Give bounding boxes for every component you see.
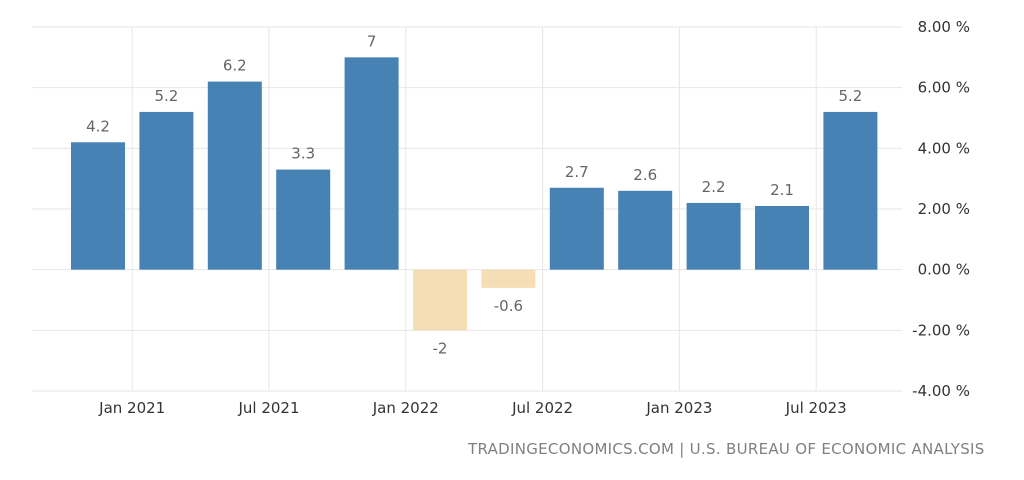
- data-label: 7: [367, 32, 377, 50]
- data-label: -2: [433, 339, 448, 357]
- data-label: 2.1: [770, 181, 794, 199]
- y-tick-label: 0.00 %: [918, 261, 970, 279]
- y-tick-label: -4.00 %: [912, 382, 970, 400]
- data-label: 5.2: [838, 87, 862, 105]
- data-label: 4.2: [86, 117, 110, 135]
- bars: [71, 57, 878, 331]
- data-label: 5.2: [154, 87, 178, 105]
- data-label: 6.2: [223, 57, 247, 75]
- bar[interactable]: [207, 81, 262, 270]
- data-label: 2.7: [565, 163, 589, 181]
- y-axis: 8.00 % 6.00 % 4.00 % 2.00 % 0.00 % -2.00 % -4.…: [912, 18, 970, 400]
- bar[interactable]: [71, 142, 125, 270]
- bar[interactable]: [549, 187, 604, 270]
- x-tick-label: Jul 2023: [785, 399, 847, 417]
- x-tick-label: Jul 2021: [237, 399, 299, 417]
- bar[interactable]: [276, 169, 331, 270]
- data-label: 2.2: [702, 178, 726, 196]
- bar[interactable]: [755, 205, 809, 270]
- y-tick-label: 4.00 %: [918, 139, 970, 157]
- y-tick-label: 8.00 %: [918, 18, 970, 36]
- data-labels: 4.2 5.2 6.2 3.3 7 -2 -0.6 2.7 2.6 2.2 2.1 5.2: [86, 32, 862, 357]
- data-label: -0.6: [494, 297, 523, 315]
- x-tick-label: Jan 2023: [645, 399, 712, 417]
- source-attribution: TRADINGECONOMICS.COM | U.S. BUREAU OF EC…: [468, 440, 985, 458]
- bar[interactable]: [344, 57, 399, 270]
- bar[interactable]: [823, 111, 878, 270]
- x-axis: Jan 2021 Jul 2021 Jan 2022 Jul 2022 Jan 2023…: [98, 399, 847, 417]
- data-label: 2.6: [633, 166, 657, 184]
- data-label: 3.3: [291, 145, 315, 163]
- bar[interactable]: [618, 190, 673, 270]
- y-tick-label: 2.00 %: [918, 200, 970, 218]
- x-tick-label: Jan 2022: [372, 399, 439, 417]
- bar[interactable]: [413, 269, 467, 331]
- x-tick-label: Jan 2021: [98, 399, 165, 417]
- bar[interactable]: [139, 111, 194, 270]
- y-tick-label: 6.00 %: [918, 79, 970, 97]
- bar[interactable]: [481, 269, 536, 288]
- bar[interactable]: [686, 202, 741, 270]
- x-tick-label: Jul 2022: [511, 399, 573, 417]
- y-tick-label: -2.00 %: [912, 321, 970, 339]
